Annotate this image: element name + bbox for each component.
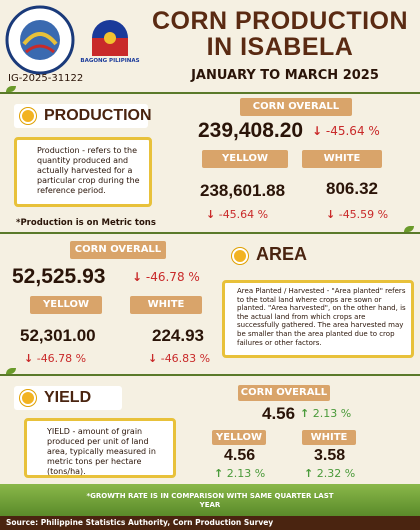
area-definition: Area Planted / Harvested - "Area planted… (222, 280, 414, 358)
overall-value: 52,525.93 (12, 265, 106, 288)
bullet (232, 248, 248, 264)
leaf (404, 226, 414, 232)
period: JANUARY TO MARCH 2025 (191, 68, 379, 83)
overall-label: CORN OVERALL (238, 385, 330, 401)
production-note: *Production is on Metric tons (16, 218, 156, 228)
growth-text: -45.64 % (218, 208, 269, 221)
source: Source: Philippine Statistics Authority,… (0, 516, 420, 530)
growth-text: -45.64 % (325, 124, 380, 138)
white-value: 3.58 (314, 447, 346, 464)
white-label: WHITE (130, 296, 202, 314)
yellow-label: YELLOW (30, 296, 102, 314)
overall-growth: ↑ 2.13 % (300, 407, 352, 420)
production-heading: PRODUCTION (14, 104, 152, 128)
growth-text: -46.78 % (145, 270, 200, 284)
growth-text: 2.32 % (316, 467, 356, 480)
grass (0, 484, 420, 516)
growth-text: -46.78 % (36, 352, 87, 365)
yellow-growth: ↓ -46.78 % (24, 352, 87, 365)
production-definition: Production - refers to the quantity prod… (14, 137, 152, 207)
overall-value: 4.56 (262, 404, 296, 423)
white-value: 224.93 (152, 326, 204, 345)
yield-definition: YIELD - amount of grain produced per uni… (24, 418, 176, 478)
white-growth: ↓ -46.83 % (148, 352, 211, 365)
overall-label: CORN OVERALL (240, 98, 352, 116)
yellow-value: 52,301.00 (20, 326, 96, 345)
logo-text: BAGONG PILIPINAS (80, 58, 140, 64)
overall-label: CORN OVERALL (70, 241, 166, 259)
yellow-value: 238,601.88 (200, 181, 286, 200)
growth-text: 2.13 % (312, 407, 352, 420)
yellow-value: 4.56 (224, 447, 256, 464)
divider (0, 374, 420, 376)
overall-growth: ↓ -46.78 % (132, 270, 200, 284)
growth-text: 2.13 % (226, 467, 266, 480)
overall-growth: ↓ -45.64 % (312, 124, 380, 138)
yellow-growth: ↑ 2.13 % (214, 467, 266, 480)
growth-text: -45.59 % (338, 208, 389, 221)
title: CORN PRODUCTION IN ISABELA (151, 7, 409, 61)
leaf (6, 368, 16, 374)
bullet (20, 390, 36, 406)
yellow-label: YELLOW (212, 430, 266, 445)
leaf (6, 86, 16, 92)
divider (0, 92, 420, 94)
overall-value: 239,408.20 (198, 119, 304, 142)
white-label: WHITE (302, 150, 382, 168)
area-heading: AREA (256, 244, 308, 264)
growth-text: -46.83 % (160, 352, 211, 365)
white-label: WHITE (302, 430, 356, 445)
white-growth: ↓ -45.59 % (326, 208, 389, 221)
psa-logo (5, 5, 75, 75)
code: IG-2025-31122 (8, 73, 84, 84)
yellow-growth: ↓ -45.64 % (206, 208, 269, 221)
divider (0, 232, 420, 234)
bullet (20, 108, 36, 124)
growth-note: *GROWTH RATE IS IN COMPARISON WITH SAME … (86, 492, 334, 509)
white-growth: ↑ 2.32 % (304, 467, 356, 480)
yellow-label: YELLOW (202, 150, 288, 168)
bagong-pilipinas-logo (92, 20, 128, 56)
white-value: 806.32 (326, 179, 378, 198)
